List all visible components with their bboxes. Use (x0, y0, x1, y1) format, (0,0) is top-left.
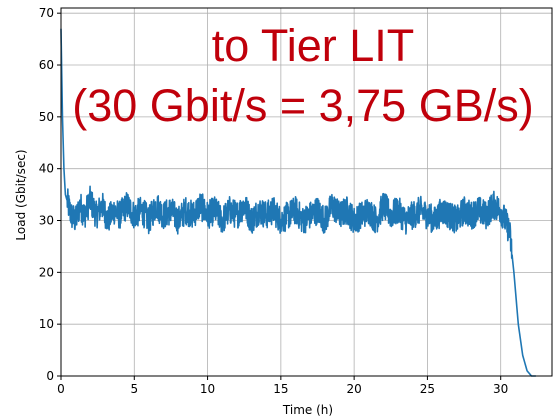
y-tick-label: 50 (39, 110, 54, 124)
y-axis-label: Load (Gbit/sec) (14, 149, 28, 240)
plot-frame (60, 7, 553, 377)
y-tick-label: 0 (46, 369, 54, 383)
y-tick-label: 40 (39, 162, 54, 176)
x-tick-label: 0 (57, 382, 65, 396)
y-tick-label: 20 (39, 265, 54, 279)
x-tick-label: 25 (420, 382, 435, 396)
series-line-0 (60, 28, 537, 377)
x-axis-ticks: 0 5 10 15 20 25 30 (57, 376, 508, 396)
y-tick-label: 10 (39, 317, 54, 331)
y-tick-label: 30 (39, 214, 54, 228)
x-tick-label: 20 (346, 382, 361, 396)
y-tick-label: 60 (39, 58, 54, 72)
x-tick-label: 30 (493, 382, 508, 396)
y-tick-label: 70 (39, 6, 54, 20)
y-axis-ticks: 0 10 20 30 40 50 60 70 (39, 6, 61, 383)
x-tick-label: 10 (200, 382, 215, 396)
x-axis-label: Time (h) (282, 403, 333, 417)
annotation-title: to Tier LIT (212, 20, 415, 71)
series-group (60, 28, 537, 377)
x-tick-label: 5 (130, 382, 138, 396)
x-tick-label: 15 (273, 382, 288, 396)
annotation-subtitle: (30 Gbit/s = 3,75 GB/s) (72, 80, 533, 131)
